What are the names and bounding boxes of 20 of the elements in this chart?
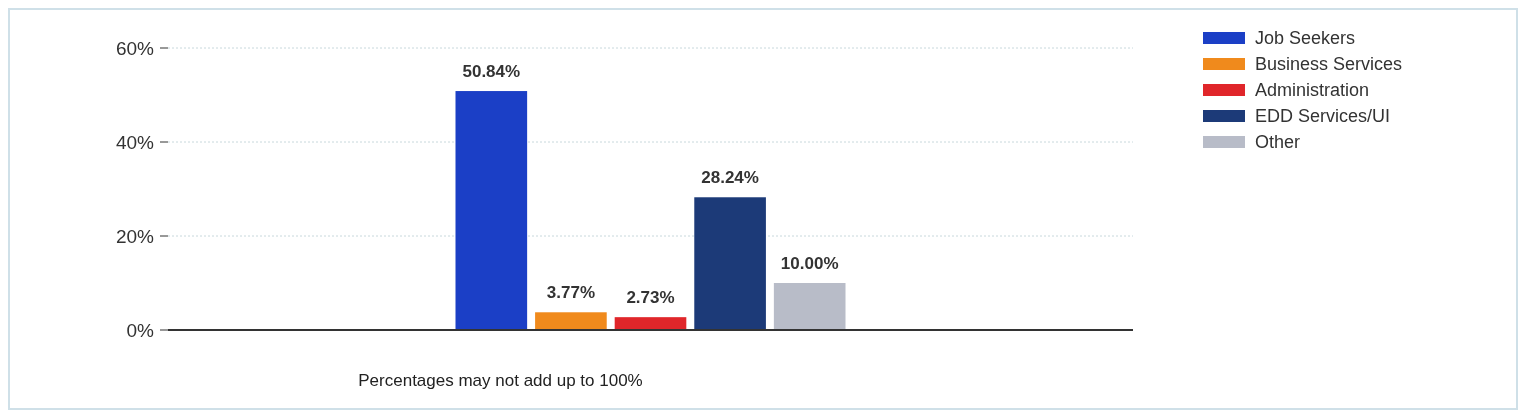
bar [694,197,766,330]
bar [535,312,607,330]
bar [773,283,846,330]
data-label: 10.00% [780,254,839,273]
text: Percentages may not add up to 100% [358,371,643,390]
legend-label: Job Seekers [1255,28,1356,49]
data-label: 2.73% [626,288,675,308]
data-label: 28.24% [701,168,759,188]
legend-label: Business Services [1255,54,1403,75]
legend-label: Administration [1255,80,1370,101]
bar [614,317,687,330]
y-tick-label: 60% [115,37,155,59]
y-tick-label: 0% [126,319,155,341]
bar [455,91,528,330]
y-tick-label: 40% [115,131,155,153]
data-label: 3.77% [546,283,596,303]
legend-label: Other [1255,132,1301,153]
y-tick-label: 20% [115,225,155,247]
legend-label: EDD Services/UI [1255,106,1391,127]
data-label: 50.84% [462,62,521,82]
